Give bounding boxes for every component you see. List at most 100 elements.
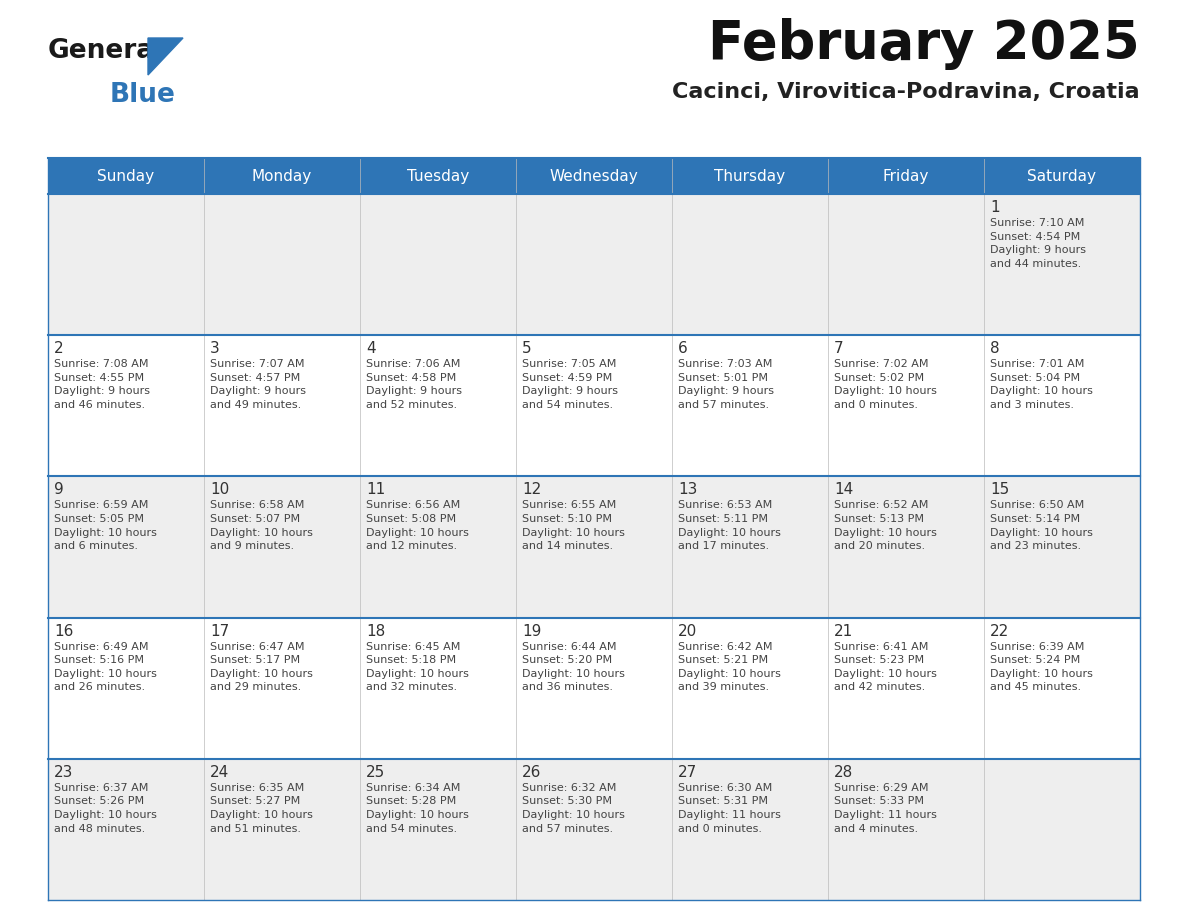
Text: Sunrise: 6:45 AM
Sunset: 5:18 PM
Daylight: 10 hours
and 32 minutes.: Sunrise: 6:45 AM Sunset: 5:18 PM Dayligh… [366, 642, 469, 692]
Bar [516, 618, 672, 759]
Text: 23: 23 [53, 765, 74, 779]
Text: Cacinci, Virovitica-Podravina, Croatia: Cacinci, Virovitica-Podravina, Croatia [672, 82, 1140, 102]
Bar [204, 618, 360, 759]
Text: 17: 17 [210, 623, 229, 639]
Bar [672, 335, 828, 476]
Text: 13: 13 [678, 482, 697, 498]
Bar [360, 476, 516, 618]
Text: Friday: Friday [883, 169, 929, 184]
Text: 22: 22 [990, 623, 1010, 639]
Bar [672, 476, 828, 618]
Text: 12: 12 [522, 482, 542, 498]
Bar [984, 335, 1140, 476]
Text: Sunrise: 7:02 AM
Sunset: 5:02 PM
Daylight: 10 hours
and 0 minutes.: Sunrise: 7:02 AM Sunset: 5:02 PM Dayligh… [834, 359, 937, 410]
Bar [204, 759, 360, 900]
Text: 6: 6 [678, 341, 688, 356]
Text: Sunrise: 6:53 AM
Sunset: 5:11 PM
Daylight: 10 hours
and 17 minutes.: Sunrise: 6:53 AM Sunset: 5:11 PM Dayligh… [678, 500, 781, 551]
Text: Sunrise: 6:50 AM
Sunset: 5:14 PM
Daylight: 10 hours
and 23 minutes.: Sunrise: 6:50 AM Sunset: 5:14 PM Dayligh… [990, 500, 1093, 551]
Text: 24: 24 [210, 765, 229, 779]
Text: Sunrise: 6:37 AM
Sunset: 5:26 PM
Daylight: 10 hours
and 48 minutes.: Sunrise: 6:37 AM Sunset: 5:26 PM Dayligh… [53, 783, 157, 834]
Text: Thursday: Thursday [714, 169, 785, 184]
Text: Tuesday: Tuesday [406, 169, 469, 184]
Bar [672, 759, 828, 900]
Text: Sunrise: 6:35 AM
Sunset: 5:27 PM
Daylight: 10 hours
and 51 minutes.: Sunrise: 6:35 AM Sunset: 5:27 PM Dayligh… [210, 783, 312, 834]
Text: 2: 2 [53, 341, 64, 356]
Text: 5: 5 [522, 341, 531, 356]
Text: Sunday: Sunday [97, 169, 154, 184]
Text: Sunrise: 6:30 AM
Sunset: 5:31 PM
Daylight: 11 hours
and 0 minutes.: Sunrise: 6:30 AM Sunset: 5:31 PM Dayligh… [678, 783, 781, 834]
Bar [984, 476, 1140, 618]
Text: 4: 4 [366, 341, 375, 356]
Text: 10: 10 [210, 482, 229, 498]
Text: Sunrise: 6:42 AM
Sunset: 5:21 PM
Daylight: 10 hours
and 39 minutes.: Sunrise: 6:42 AM Sunset: 5:21 PM Dayligh… [678, 642, 781, 692]
Text: 7: 7 [834, 341, 843, 356]
Text: 9: 9 [53, 482, 64, 498]
Bar [828, 618, 984, 759]
Text: Sunrise: 6:56 AM
Sunset: 5:08 PM
Daylight: 10 hours
and 12 minutes.: Sunrise: 6:56 AM Sunset: 5:08 PM Dayligh… [366, 500, 469, 551]
Text: Saturday: Saturday [1028, 169, 1097, 184]
Text: Sunrise: 6:34 AM
Sunset: 5:28 PM
Daylight: 10 hours
and 54 minutes.: Sunrise: 6:34 AM Sunset: 5:28 PM Dayligh… [366, 783, 469, 834]
Bar [828, 759, 984, 900]
Bar [360, 618, 516, 759]
Text: 1: 1 [990, 200, 999, 215]
Text: Blue: Blue [110, 82, 176, 108]
Bar [48, 158, 1140, 194]
Polygon shape [148, 38, 183, 75]
Bar [48, 476, 204, 618]
Bar [360, 194, 516, 335]
Text: General: General [48, 38, 164, 64]
Text: 19: 19 [522, 623, 542, 639]
Text: 18: 18 [366, 623, 385, 639]
Text: Sunrise: 7:08 AM
Sunset: 4:55 PM
Daylight: 9 hours
and 46 minutes.: Sunrise: 7:08 AM Sunset: 4:55 PM Dayligh… [53, 359, 150, 410]
Bar [516, 476, 672, 618]
Text: Sunrise: 6:59 AM
Sunset: 5:05 PM
Daylight: 10 hours
and 6 minutes.: Sunrise: 6:59 AM Sunset: 5:05 PM Dayligh… [53, 500, 157, 551]
Bar [828, 335, 984, 476]
Text: Sunrise: 6:39 AM
Sunset: 5:24 PM
Daylight: 10 hours
and 45 minutes.: Sunrise: 6:39 AM Sunset: 5:24 PM Dayligh… [990, 642, 1093, 692]
Text: Sunrise: 7:10 AM
Sunset: 4:54 PM
Daylight: 9 hours
and 44 minutes.: Sunrise: 7:10 AM Sunset: 4:54 PM Dayligh… [990, 218, 1086, 269]
Bar [984, 618, 1140, 759]
Bar [48, 194, 204, 335]
Text: 8: 8 [990, 341, 999, 356]
Text: Sunrise: 6:41 AM
Sunset: 5:23 PM
Daylight: 10 hours
and 42 minutes.: Sunrise: 6:41 AM Sunset: 5:23 PM Dayligh… [834, 642, 937, 692]
Text: Sunrise: 7:03 AM
Sunset: 5:01 PM
Daylight: 9 hours
and 57 minutes.: Sunrise: 7:03 AM Sunset: 5:01 PM Dayligh… [678, 359, 775, 410]
Text: Sunrise: 7:01 AM
Sunset: 5:04 PM
Daylight: 10 hours
and 3 minutes.: Sunrise: 7:01 AM Sunset: 5:04 PM Dayligh… [990, 359, 1093, 410]
Bar [672, 618, 828, 759]
Text: 26: 26 [522, 765, 542, 779]
Bar [48, 759, 204, 900]
Text: 20: 20 [678, 623, 697, 639]
Text: Sunrise: 7:05 AM
Sunset: 4:59 PM
Daylight: 9 hours
and 54 minutes.: Sunrise: 7:05 AM Sunset: 4:59 PM Dayligh… [522, 359, 618, 410]
Bar [672, 194, 828, 335]
Text: Sunrise: 6:49 AM
Sunset: 5:16 PM
Daylight: 10 hours
and 26 minutes.: Sunrise: 6:49 AM Sunset: 5:16 PM Dayligh… [53, 642, 157, 692]
Bar [48, 618, 204, 759]
Text: 27: 27 [678, 765, 697, 779]
Text: Monday: Monday [252, 169, 312, 184]
Bar [360, 759, 516, 900]
Bar [984, 759, 1140, 900]
Bar [516, 759, 672, 900]
Bar [828, 476, 984, 618]
Text: Sunrise: 6:55 AM
Sunset: 5:10 PM
Daylight: 10 hours
and 14 minutes.: Sunrise: 6:55 AM Sunset: 5:10 PM Dayligh… [522, 500, 625, 551]
Text: 3: 3 [210, 341, 220, 356]
Bar [204, 194, 360, 335]
Text: 11: 11 [366, 482, 385, 498]
Bar [828, 194, 984, 335]
Text: 21: 21 [834, 623, 853, 639]
Bar [984, 194, 1140, 335]
Text: Sunrise: 7:07 AM
Sunset: 4:57 PM
Daylight: 9 hours
and 49 minutes.: Sunrise: 7:07 AM Sunset: 4:57 PM Dayligh… [210, 359, 307, 410]
Bar [204, 476, 360, 618]
Bar [360, 335, 516, 476]
Bar [516, 194, 672, 335]
Text: Sunrise: 6:52 AM
Sunset: 5:13 PM
Daylight: 10 hours
and 20 minutes.: Sunrise: 6:52 AM Sunset: 5:13 PM Dayligh… [834, 500, 937, 551]
Text: Sunrise: 7:06 AM
Sunset: 4:58 PM
Daylight: 9 hours
and 52 minutes.: Sunrise: 7:06 AM Sunset: 4:58 PM Dayligh… [366, 359, 462, 410]
Text: 14: 14 [834, 482, 853, 498]
Text: 28: 28 [834, 765, 853, 779]
Text: Sunrise: 6:47 AM
Sunset: 5:17 PM
Daylight: 10 hours
and 29 minutes.: Sunrise: 6:47 AM Sunset: 5:17 PM Dayligh… [210, 642, 312, 692]
Text: Sunrise: 6:29 AM
Sunset: 5:33 PM
Daylight: 11 hours
and 4 minutes.: Sunrise: 6:29 AM Sunset: 5:33 PM Dayligh… [834, 783, 937, 834]
Text: Sunrise: 6:44 AM
Sunset: 5:20 PM
Daylight: 10 hours
and 36 minutes.: Sunrise: 6:44 AM Sunset: 5:20 PM Dayligh… [522, 642, 625, 692]
Text: 15: 15 [990, 482, 1010, 498]
Text: Sunrise: 6:32 AM
Sunset: 5:30 PM
Daylight: 10 hours
and 57 minutes.: Sunrise: 6:32 AM Sunset: 5:30 PM Dayligh… [522, 783, 625, 834]
Bar [204, 335, 360, 476]
Text: Wednesday: Wednesday [550, 169, 638, 184]
Text: 25: 25 [366, 765, 385, 779]
Text: Sunrise: 6:58 AM
Sunset: 5:07 PM
Daylight: 10 hours
and 9 minutes.: Sunrise: 6:58 AM Sunset: 5:07 PM Dayligh… [210, 500, 312, 551]
